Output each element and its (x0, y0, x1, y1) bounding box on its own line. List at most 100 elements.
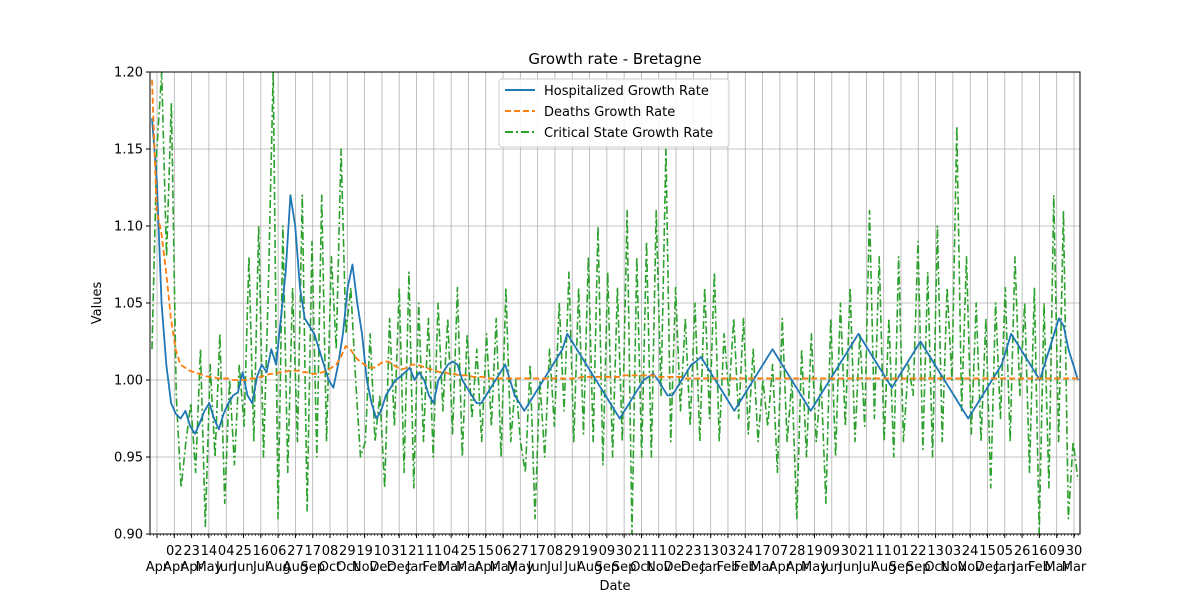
x-tick-month-label: Apr (146, 560, 169, 575)
x-tick-month-label: Mar (1044, 560, 1069, 575)
x-tick-month-label: Dec (369, 560, 394, 575)
x-tick-day-label: 21 (633, 544, 650, 559)
x-tick-day-label: 13 (702, 544, 719, 559)
x-tick-day-label: 02 (166, 544, 183, 559)
x-tick-day-label: 05 (997, 544, 1014, 559)
x-tick-month-label: Feb (1028, 560, 1051, 575)
y-axis-label: Values (90, 282, 105, 325)
x-tick-month-label: May (490, 560, 517, 575)
x-tick-day-label: 13 (927, 544, 944, 559)
x-tick-day-label: 14 (201, 544, 218, 559)
x-tick-day-label: 17 (529, 544, 546, 559)
x-tick-month-label: Aug (265, 560, 290, 575)
x-tick-month-label: Dec (663, 560, 688, 575)
x-tick-day-label: 22 (910, 544, 927, 559)
x-tick-day-label: 01 (893, 544, 910, 559)
x-tick-month-label: Dec (975, 560, 1000, 575)
legend-box (498, 78, 730, 148)
y-tick-label: 0.95 (114, 451, 143, 466)
x-tick-month-label: Feb (734, 560, 757, 575)
x-tick-month-label: Oct (319, 560, 341, 575)
x-tick-day-label: 04 (218, 544, 235, 559)
y-tick-label: 1.20 (114, 66, 143, 81)
x-tick-day-label: 08 (547, 544, 564, 559)
series-line-hospitalized-growth-rate (151, 118, 1079, 435)
x-tick-day-label: 10 (374, 544, 391, 559)
x-tick-month-label: May (801, 560, 828, 575)
x-tick-month-label: Nov (958, 560, 984, 575)
x-tick-day-label: 28 (789, 544, 806, 559)
x-tick-day-label: 19 (356, 544, 373, 559)
x-tick-day-label: 25 (460, 544, 477, 559)
x-tick-day-label: 11 (426, 544, 443, 559)
x-tick-day-label: 04 (443, 544, 460, 559)
x-axis-label: Date (599, 579, 630, 594)
legend-label-critical: Critical State Growth Rate (544, 126, 713, 141)
x-tick-month-label: Jan (406, 560, 427, 575)
legend: Hospitalized Growth Rate Deaths Growth R… (498, 78, 730, 148)
x-tick-day-label: 19 (806, 544, 823, 559)
x-tick-month-label: Sep (612, 560, 637, 575)
x-tick-month-label: Jun (215, 560, 236, 575)
x-tick-day-label: 21 (858, 544, 875, 559)
x-tick-day-label: 16 (253, 544, 270, 559)
legend-label-hospitalized: Hospitalized Growth Rate (544, 84, 709, 99)
chart-title: Growth rate - Bretagne (528, 50, 701, 68)
x-tick-month-label: Oct (924, 560, 946, 575)
x-tick-day-label: 29 (564, 544, 581, 559)
y-tick-label: 1.05 (114, 297, 143, 312)
x-tick-month-label: Jun (526, 560, 547, 575)
x-tick-day-label: 09 (1048, 544, 1065, 559)
x-tick-month-label: Jul (546, 560, 563, 575)
series-line-critical-state-growth-rate (151, 71, 1079, 535)
x-tick-month-label: Jun (821, 560, 842, 575)
x-tick-month-label: Nov (646, 560, 672, 575)
x-tick-month-label: Mar (1062, 560, 1087, 575)
x-tick-day-label: 09 (599, 544, 616, 559)
x-tick-day-label: 27 (512, 544, 529, 559)
x-tick-day-label: 16 (1031, 544, 1048, 559)
x-tick-day-label: 25 (235, 544, 252, 559)
x-tick-month-label: Feb (422, 560, 445, 575)
series-lines (151, 71, 1079, 535)
x-tick-month-label: Mar (439, 560, 464, 575)
x-tick-day-label: 06 (270, 544, 287, 559)
x-tick-day-label: 24 (962, 544, 979, 559)
x-tick-month-label: Sep (595, 560, 620, 575)
x-tick-day-label: 29 (339, 544, 356, 559)
series-line-deaths-growth-rate (151, 79, 1078, 381)
y-tick-label: 1.10 (114, 220, 143, 235)
x-tick-day-label: 19 (581, 544, 598, 559)
x-tick-month-label: May (507, 560, 534, 575)
x-tick-month-label: Dec (387, 560, 412, 575)
legend-label-deaths: Deaths Growth Rate (544, 105, 675, 120)
x-axis: Apr02Apr23Apr14May04Jun25Jun16Jul06Aug27… (146, 534, 1087, 575)
x-tick-month-label: Apr (769, 560, 792, 575)
y-axis: 0.90 0.95 1.00 1.05 1.10 1.15 1.20 (114, 66, 150, 543)
x-tick-day-label: 26 (1014, 544, 1031, 559)
x-tick-month-label: Apr (163, 560, 186, 575)
x-tick-month-label: Jan (700, 560, 721, 575)
x-tick-month-label: Jun (838, 560, 859, 575)
x-tick-month-label: Mar (456, 560, 481, 575)
x-tick-month-label: Jan (1011, 560, 1032, 575)
x-tick-month-label: Mar (750, 560, 775, 575)
x-tick-day-label: 27 (287, 544, 304, 559)
x-tick-day-label: 24 (737, 544, 754, 559)
x-tick-day-label: 30 (841, 544, 858, 559)
x-tick-day-label: 06 (495, 544, 512, 559)
y-tick-label: 1.00 (114, 374, 143, 389)
x-tick-month-label: Dec (681, 560, 706, 575)
x-tick-day-label: 23 (183, 544, 200, 559)
grid (150, 71, 1080, 535)
x-tick-month-label: May (195, 560, 222, 575)
x-tick-day-label: 08 (322, 544, 339, 559)
x-tick-day-label: 15 (477, 544, 494, 559)
x-tick-month-label: Apr (474, 560, 497, 575)
x-tick-month-label: Jul (252, 560, 269, 575)
x-tick-day-label: 30 (1066, 544, 1083, 559)
x-tick-day-label: 17 (754, 544, 771, 559)
x-tick-month-label: Jul (563, 560, 580, 575)
x-tick-day-label: 11 (875, 544, 892, 559)
